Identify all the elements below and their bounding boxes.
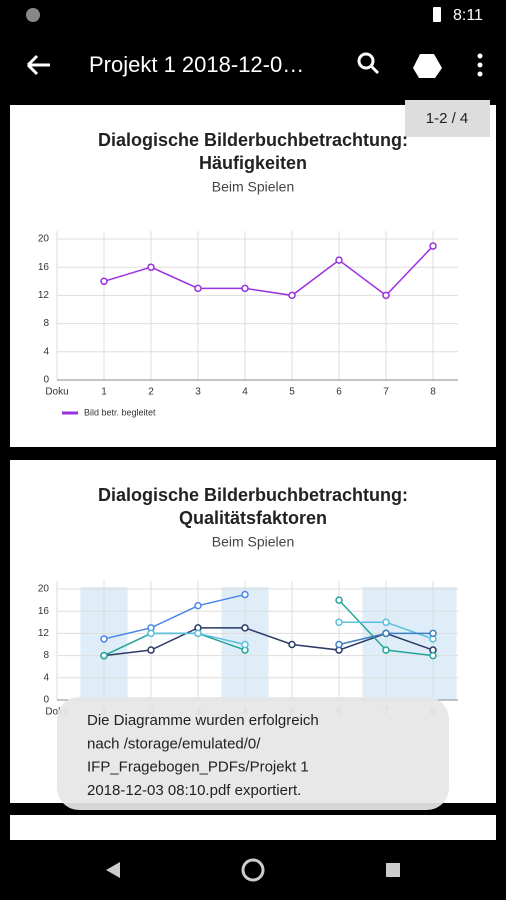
clock: 8:11 bbox=[453, 7, 483, 24]
y-tick-label: 16 bbox=[38, 606, 50, 617]
data-point bbox=[382, 618, 390, 627]
data-point bbox=[241, 284, 249, 293]
x-tick-label: Doku bbox=[45, 387, 68, 398]
chart-subtitle: Beim Spielen bbox=[212, 179, 295, 195]
x-tick-label: 5 bbox=[289, 387, 295, 398]
data-point bbox=[241, 640, 249, 649]
status-icon bbox=[26, 8, 40, 22]
chart-title: Dialogische Bilderbuchbetrachtung: bbox=[98, 130, 408, 150]
chart-title: Häufigkeiten bbox=[199, 153, 307, 173]
toast-text: Die Diagramme wurden erfolgreich bbox=[87, 712, 319, 729]
data-point bbox=[100, 635, 108, 643]
y-tick-label: 0 bbox=[43, 375, 49, 386]
back-button[interactable] bbox=[26, 54, 50, 76]
data-point bbox=[335, 618, 343, 627]
y-tick-label: 4 bbox=[43, 346, 49, 357]
nav-bar bbox=[0, 840, 506, 900]
data-point bbox=[429, 629, 437, 638]
data-point bbox=[382, 291, 390, 300]
series-line bbox=[103, 593, 246, 640]
page-indicator: 1-2 / 4 bbox=[426, 110, 469, 127]
data-point bbox=[241, 590, 249, 599]
data-point bbox=[335, 256, 343, 264]
data-point bbox=[241, 624, 249, 632]
nav-home[interactable] bbox=[241, 858, 265, 882]
data-point bbox=[194, 629, 202, 638]
y-tick-label: 12 bbox=[38, 290, 50, 301]
toast bbox=[57, 697, 449, 810]
data-point bbox=[100, 277, 108, 286]
data-point bbox=[335, 640, 343, 649]
x-tick-label: 8 bbox=[430, 387, 436, 398]
x-tick-label: 1 bbox=[101, 387, 107, 398]
data-point bbox=[429, 242, 437, 250]
data-point bbox=[100, 651, 108, 660]
y-tick-label: 8 bbox=[43, 650, 49, 661]
nav-back[interactable] bbox=[106, 862, 120, 878]
legend-label: Bild betr. begleitet bbox=[84, 407, 156, 417]
toolbar-title: Projekt 1 2018-12-0… bbox=[89, 52, 304, 77]
chart-title: Qualitätsfaktoren bbox=[179, 508, 327, 528]
data-point bbox=[382, 629, 390, 638]
x-tick-label: Doku bbox=[45, 707, 68, 718]
data-point bbox=[147, 646, 155, 654]
data-point bbox=[288, 291, 296, 300]
page-indicator-bg bbox=[405, 100, 490, 137]
x-tick-label: 2 bbox=[148, 387, 154, 398]
x-tick-label: 6 bbox=[336, 387, 342, 398]
chart-card bbox=[10, 815, 496, 840]
y-tick-label: 12 bbox=[38, 628, 50, 639]
x-tick-label: 7 bbox=[383, 387, 389, 398]
toast-text: IFP_Fragebogen_PDFs/Projekt 1 bbox=[87, 759, 309, 776]
menu-button[interactable] bbox=[477, 53, 483, 77]
data-point bbox=[147, 263, 155, 271]
chart-card bbox=[10, 105, 496, 447]
data-point bbox=[194, 601, 202, 610]
nav-recents[interactable] bbox=[386, 863, 400, 877]
search-button[interactable] bbox=[357, 52, 380, 75]
battery-icon bbox=[433, 7, 441, 22]
toast-text: 2018-12-03 08:10.pdf exportiert. bbox=[87, 782, 301, 799]
series-line bbox=[103, 245, 434, 297]
data-point bbox=[194, 284, 202, 293]
x-tick-label: 3 bbox=[195, 387, 201, 398]
data-point bbox=[429, 651, 437, 660]
series-line bbox=[103, 627, 434, 657]
data-point bbox=[147, 629, 155, 638]
data-point bbox=[288, 640, 296, 649]
data-point bbox=[335, 596, 343, 604]
toast-text: nach /storage/emulated/0/ bbox=[87, 735, 261, 752]
y-tick-label: 0 bbox=[43, 695, 49, 706]
drive-button[interactable] bbox=[413, 54, 442, 78]
chart-title: Dialogische Bilderbuchbetrachtung: bbox=[98, 485, 408, 505]
y-tick-label: 20 bbox=[38, 234, 50, 245]
y-tick-label: 4 bbox=[43, 672, 49, 683]
y-tick-label: 20 bbox=[38, 584, 50, 595]
y-tick-label: 8 bbox=[43, 318, 49, 329]
y-tick-label: 16 bbox=[38, 262, 50, 273]
chart-subtitle: Beim Spielen bbox=[212, 534, 295, 550]
x-tick-label: 4 bbox=[242, 387, 248, 398]
data-point bbox=[382, 646, 390, 654]
